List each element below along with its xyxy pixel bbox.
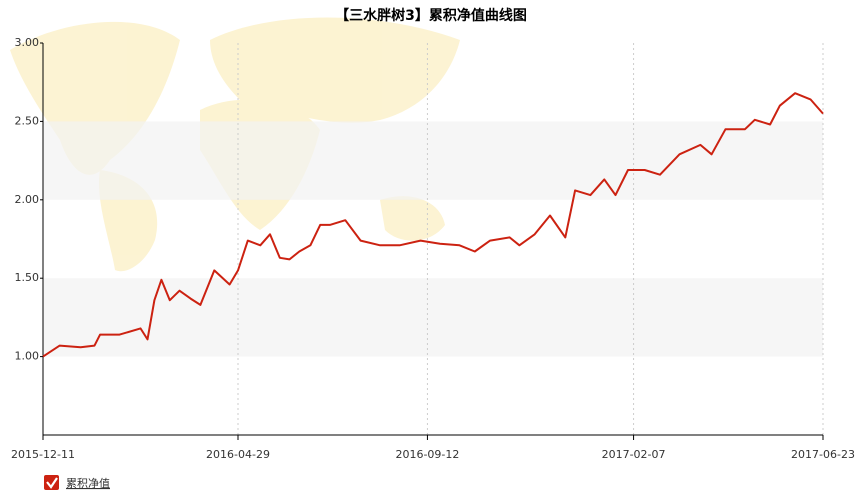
y-tick-label: 2.00 — [15, 193, 40, 206]
y-tick-label: 1.00 — [15, 350, 40, 363]
legend-label[interactable]: 累积净值 — [66, 476, 110, 490]
series-line — [42, 92, 824, 358]
chart-title: 【三水胖树3】累积净值曲线图 — [335, 7, 527, 24]
x-tick-label: 2017-06-23 — [791, 448, 855, 461]
grid-band — [43, 121, 823, 200]
y-tick-label: 2.50 — [15, 114, 40, 127]
y-tick-label: 3.00 — [15, 36, 40, 49]
x-tick-label: 2017-02-07 — [602, 448, 666, 461]
x-tick-label: 2016-04-29 — [206, 448, 270, 461]
grid-band — [43, 278, 823, 357]
legend[interactable]: 累积净值 — [44, 475, 110, 490]
x-tick-label: 2015-12-11 — [11, 448, 75, 461]
x-tick-label: 2016-09-12 — [395, 448, 459, 461]
y-tick-label: 1.50 — [15, 271, 40, 284]
check-icon — [46, 477, 58, 489]
